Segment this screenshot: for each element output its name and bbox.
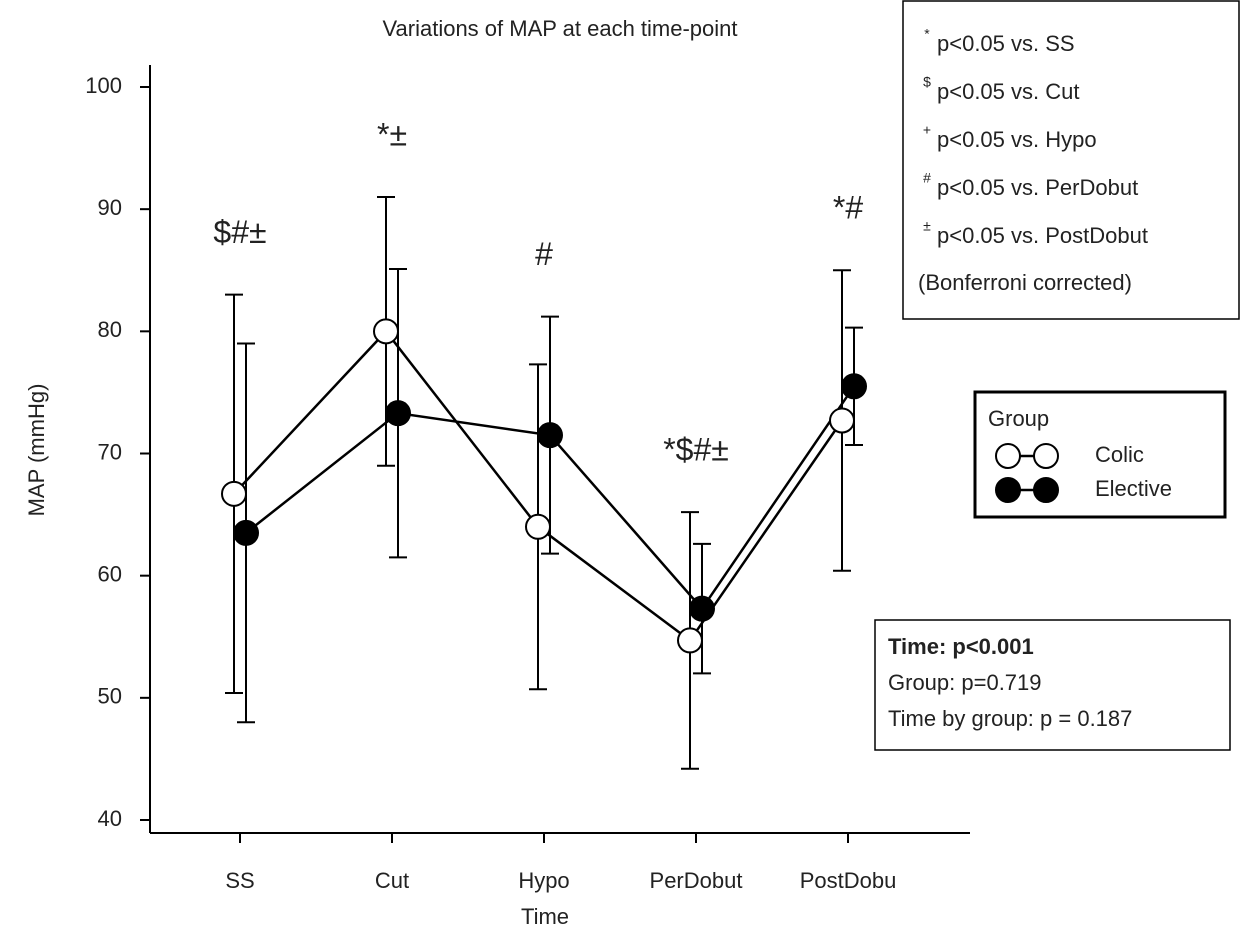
y-tick-label: 60 — [98, 561, 122, 586]
legend-marker — [995, 477, 1021, 503]
y-axis-label: MAP (mmHg) — [24, 384, 49, 517]
marker — [841, 373, 867, 400]
chart-title: Variations of MAP at each time-point — [382, 16, 737, 41]
significance-label: $#± — [213, 214, 266, 250]
stats-box — [874, 619, 1231, 751]
legend-label: Elective — [1095, 476, 1172, 501]
key-note: (Bonferroni corrected) — [918, 270, 1132, 295]
x-tick-label: Hypo — [518, 868, 569, 893]
legend-label: Colic — [1095, 442, 1144, 467]
key-text: p<0.05 vs. SS — [937, 31, 1075, 56]
key-text: p<0.05 vs. Cut — [937, 79, 1079, 104]
legend-marker — [1033, 443, 1059, 469]
stats-text: Time: p<0.001 — [888, 634, 1034, 659]
significance-label: # — [535, 236, 553, 272]
stats-text: Time by group: p = 0.187 — [888, 706, 1132, 731]
key-symbol: * — [924, 26, 930, 42]
legend-marker — [995, 443, 1021, 469]
legend-title: Group — [988, 406, 1049, 431]
y-tick-label: 100 — [85, 73, 122, 98]
legend-marker — [1033, 477, 1059, 503]
key-text: p<0.05 vs. PostDobut — [937, 223, 1148, 248]
y-tick-label: 40 — [98, 806, 122, 831]
significance-label: *# — [833, 190, 863, 226]
key-symbol: + — [923, 122, 931, 138]
marker — [373, 318, 399, 345]
significance-label: *± — [377, 116, 407, 152]
marker — [677, 627, 703, 654]
y-tick-label: 80 — [98, 317, 122, 342]
y-tick-label: 70 — [98, 439, 122, 464]
key-text: p<0.05 vs. PerDobut — [937, 175, 1138, 200]
x-tick-label: SS — [225, 868, 254, 893]
x-tick-label: PostDobu — [800, 868, 897, 893]
y-tick-label: 90 — [98, 195, 122, 220]
marker — [221, 480, 247, 507]
marker — [233, 519, 259, 546]
key-box — [902, 0, 1240, 320]
marker — [537, 422, 563, 449]
key-symbol: ± — [923, 218, 931, 234]
marker — [689, 595, 715, 622]
y-tick-label: 50 — [98, 684, 122, 709]
x-tick-label: PerDobut — [650, 868, 743, 893]
stats-text: Group: p=0.719 — [888, 670, 1042, 695]
key-symbol: $ — [923, 74, 931, 90]
significance-label: *$#± — [663, 432, 729, 468]
marker — [385, 400, 411, 427]
marker — [525, 513, 551, 540]
x-tick-label: Cut — [375, 868, 409, 893]
key-symbol: # — [923, 170, 931, 186]
x-axis-label: Time — [521, 904, 569, 929]
marker — [829, 407, 855, 434]
key-text: p<0.05 vs. Hypo — [937, 127, 1097, 152]
